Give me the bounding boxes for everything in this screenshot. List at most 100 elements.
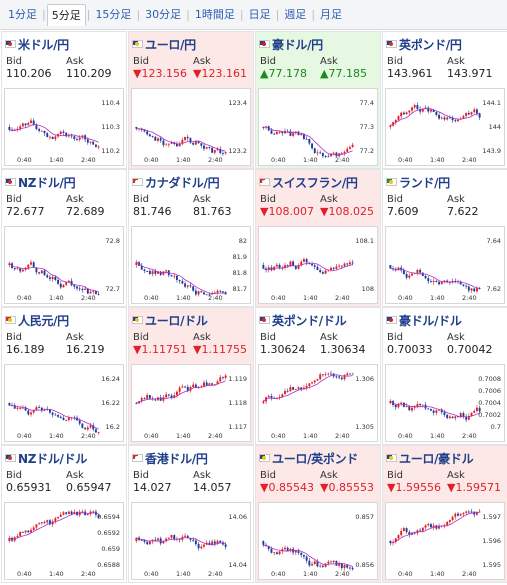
candlestick-chart[interactable]: 108.1 108 0:40 1:40 2:40	[258, 226, 378, 304]
x-axis-tick: 0:40	[144, 156, 159, 164]
pair-title-link[interactable]: 英ポンド/ドル	[259, 312, 347, 328]
pair-title-link[interactable]: NZドル/ドル	[5, 450, 87, 466]
pair-title-link[interactable]: 豪ドル/円	[259, 36, 323, 52]
candle-body	[54, 276, 57, 280]
ask-label: Ask	[193, 56, 211, 67]
pair-title-link[interactable]: 豪ドル/ドル	[386, 312, 462, 328]
pair-title-link[interactable]: 米ドル/円	[5, 36, 69, 52]
candle-body	[262, 541, 265, 545]
candle-body	[46, 275, 49, 278]
ask-value: 14.057	[193, 481, 232, 494]
candlestick-chart[interactable]: 0.7008 0.7006 0.7004 0.7002 0.7 0:40 1:40 2:40	[385, 364, 505, 442]
candlestick-chart[interactable]: 0.6594 0.6592 0.659 0.6588 0:40 1:40 2:40	[4, 502, 124, 580]
moving-average-line	[263, 263, 353, 271]
pair-title-link[interactable]: スイスフラン/円	[259, 174, 358, 190]
candlestick-chart[interactable]: 123.4 123.2 0:40 1:40 2:40	[131, 88, 251, 166]
tab-timeframe[interactable]: 5分足	[46, 3, 86, 26]
candle-body	[465, 285, 468, 287]
candle-body	[348, 147, 351, 149]
moving-average-line	[136, 380, 226, 404]
y-axis-tick: 0.6592	[97, 529, 120, 537]
candlestick-chart[interactable]: 82 81.9 81.8 81.7 0:40 1:40 2:40	[131, 226, 251, 304]
candle-body	[219, 290, 222, 292]
candlestick-chart[interactable]: 144.1 144 143.9 0:40 1:40 2:40	[385, 88, 505, 166]
candlestick-chart[interactable]: 0.857 0.856 0:40 1:40 2:40	[258, 502, 378, 580]
pair-title-link[interactable]: ユーロ/英ポンド	[259, 450, 358, 466]
candle-body	[154, 136, 157, 141]
pair-title-link[interactable]: NZドル/円	[5, 174, 76, 190]
bid-value: 81.746	[133, 205, 172, 218]
candle-body	[94, 291, 97, 294]
x-axis-tick: 1:40	[303, 294, 318, 302]
candlestick-chart[interactable]: 1.306 1.305 0:40 1:40 2:40	[258, 364, 378, 442]
pair-title-link[interactable]: ランド/円	[386, 174, 450, 190]
chart-svg	[8, 118, 100, 150]
chart-svg	[8, 259, 100, 296]
tab-timeframe[interactable]: 月足	[320, 7, 343, 21]
pair-title-link[interactable]: 香港ドル/円	[132, 450, 208, 466]
bid-value: 14.027	[133, 481, 172, 494]
candle-body	[173, 535, 176, 540]
ask-value: 72.689	[66, 205, 105, 218]
x-axis-tick: 0:40	[17, 294, 32, 302]
candlestick-chart[interactable]: 1.119 1.118 1.117 0:40 1:40 2:40	[131, 364, 251, 442]
candle-body	[165, 270, 168, 272]
candlestick-chart[interactable]: 16.24 16.22 16.2 0:40 1:40 2:40	[4, 364, 124, 442]
candlestick-chart[interactable]: 110.4 110.3 110.2 0:40 1:40 2:40	[4, 88, 124, 166]
candlestick-chart[interactable]: 7.64 7.62 0:40 1:40 2:40	[385, 226, 505, 304]
candlestick-chart[interactable]: 77.4 77.3 77.2 0:40 1:40 2:40	[258, 88, 378, 166]
pair-title-link[interactable]: 英ポンド/円	[386, 36, 462, 52]
candle-body	[59, 514, 62, 517]
pair-title-link[interactable]: ユーロ/ドル	[132, 312, 208, 328]
pair-name: 香港ドル/円	[145, 451, 208, 466]
candle-body	[429, 109, 432, 112]
flag-icon	[132, 178, 143, 186]
pair-title-link[interactable]: 人民元/円	[5, 312, 69, 328]
pair-name: 英ポンド/円	[399, 37, 462, 52]
tab-timeframe[interactable]: 週足	[284, 7, 307, 21]
candlestick-chart[interactable]: 72.8 72.7 0:40 1:40 2:40	[4, 226, 124, 304]
candle-body	[189, 285, 192, 287]
candle-body	[411, 107, 413, 111]
flag-icon	[5, 40, 16, 48]
flag-icon	[259, 316, 270, 324]
candle-body	[178, 387, 181, 392]
tab-timeframe[interactable]: 15分足	[95, 7, 132, 21]
chart-svg	[135, 533, 227, 551]
candle-body	[35, 407, 38, 411]
tab-timeframe[interactable]: 30分足	[145, 7, 182, 21]
y-axis-tick: 77.3	[359, 123, 374, 131]
candlestick-chart[interactable]: 1.597 1.596 1.595 0:40 1:40 2:40	[385, 502, 505, 580]
pair-title-link[interactable]: ユーロ/豪ドル	[386, 450, 474, 466]
tab-timeframe[interactable]: 1分足	[8, 7, 37, 21]
candle-body	[429, 524, 432, 528]
y-axis-tick: 0.7004	[478, 399, 501, 407]
candle-body	[267, 546, 270, 549]
candle-body	[292, 133, 295, 136]
candle-body	[186, 386, 189, 391]
chart-svg	[262, 540, 354, 571]
tab-timeframe[interactable]: 1時間足	[194, 7, 235, 21]
candlestick-chart[interactable]: 14.06 14.04 0:40 1:40 2:40	[131, 502, 251, 580]
candle-body	[443, 117, 446, 120]
candle-body	[446, 522, 449, 525]
ask-label: Ask	[320, 56, 338, 67]
candle-body	[446, 117, 449, 120]
candle-body	[16, 408, 19, 409]
candle-body	[319, 374, 322, 380]
bid-value: 16.189	[6, 343, 45, 356]
pair-title-link[interactable]: カナダドル/円	[132, 174, 220, 190]
rate-panel: スイスフラン/円 Bid Ask ▼108.007 ▼108.025 108.1…	[255, 169, 381, 307]
tab-timeframe[interactable]: 日足	[248, 7, 271, 21]
pair-title-link[interactable]: ユーロ/円	[132, 36, 196, 52]
y-axis-tick: 16.22	[101, 399, 120, 407]
rate-panel: 英ポンド/ドル Bid Ask 1.30624 1.30634 1.306 1.3…	[255, 307, 381, 445]
y-axis-tick: 16.24	[101, 375, 120, 383]
candle-body	[470, 112, 473, 115]
ask-label: Ask	[447, 332, 465, 343]
flag-icon	[259, 454, 270, 462]
candle-body	[151, 271, 154, 275]
candle-body	[97, 293, 100, 295]
candle-body	[84, 288, 87, 291]
candle-body	[154, 271, 157, 274]
